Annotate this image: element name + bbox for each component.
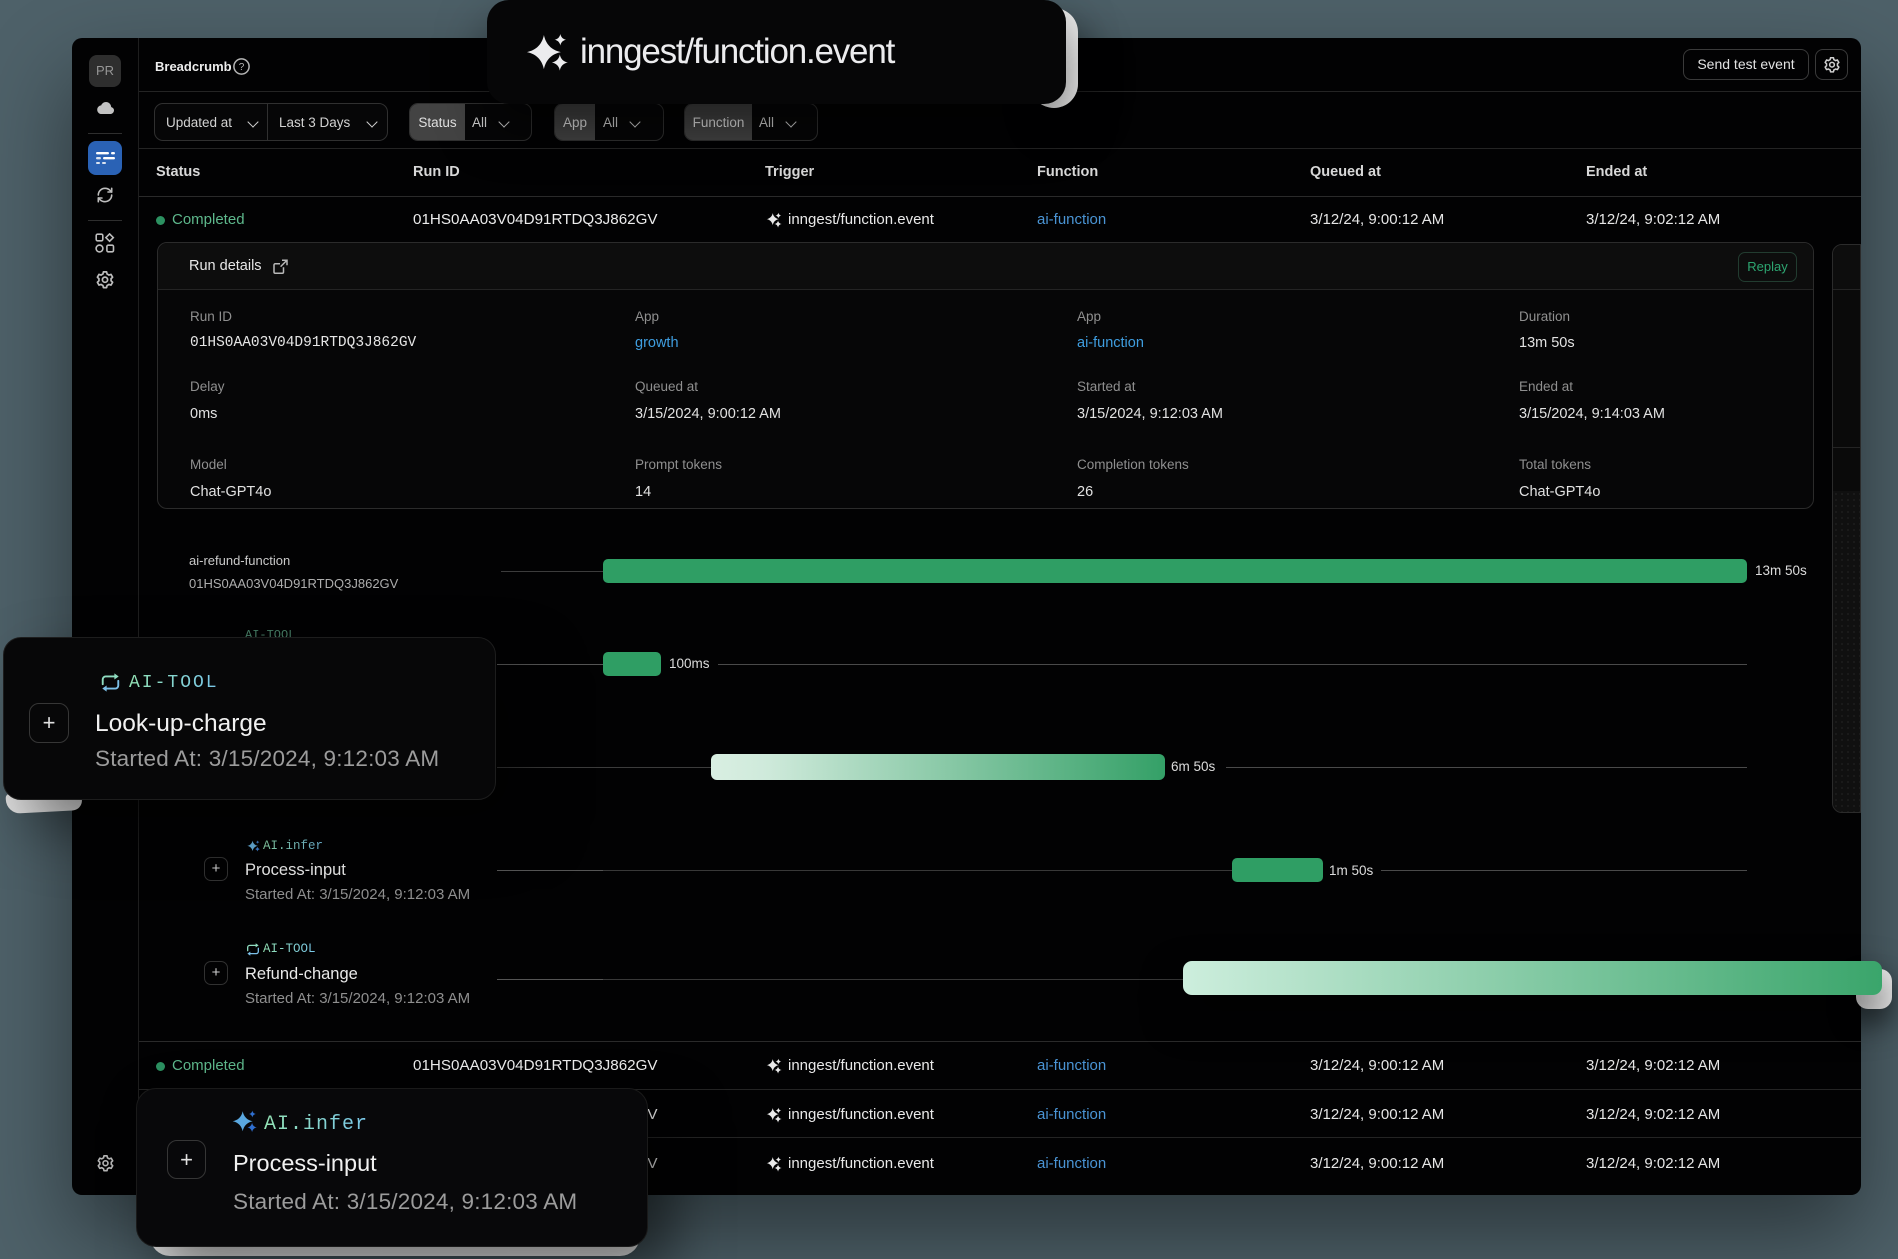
svg-text:?: ?	[239, 62, 245, 73]
